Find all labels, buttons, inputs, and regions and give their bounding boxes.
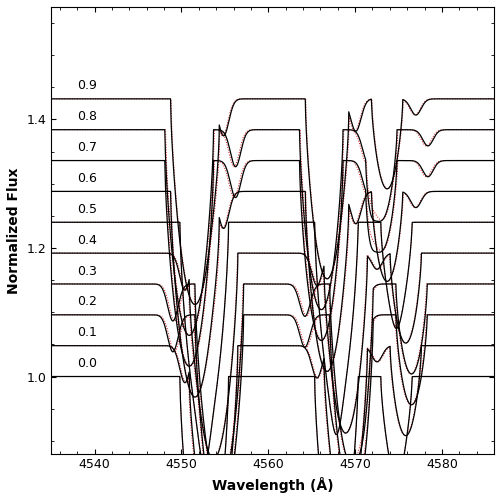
Text: 0.6: 0.6 [77, 172, 97, 185]
Text: 0.8: 0.8 [77, 110, 97, 124]
Y-axis label: Normalized Flux: Normalized Flux [7, 167, 21, 294]
Text: 0.0: 0.0 [77, 357, 97, 370]
Text: 0.3: 0.3 [77, 264, 97, 278]
Text: 0.1: 0.1 [77, 326, 97, 339]
X-axis label: Wavelength (Å): Wavelength (Å) [212, 477, 334, 493]
Text: 0.9: 0.9 [77, 80, 97, 92]
Text: 0.7: 0.7 [77, 141, 97, 154]
Text: 0.2: 0.2 [77, 296, 97, 308]
Text: 0.4: 0.4 [77, 234, 97, 246]
Text: 0.5: 0.5 [77, 203, 97, 216]
